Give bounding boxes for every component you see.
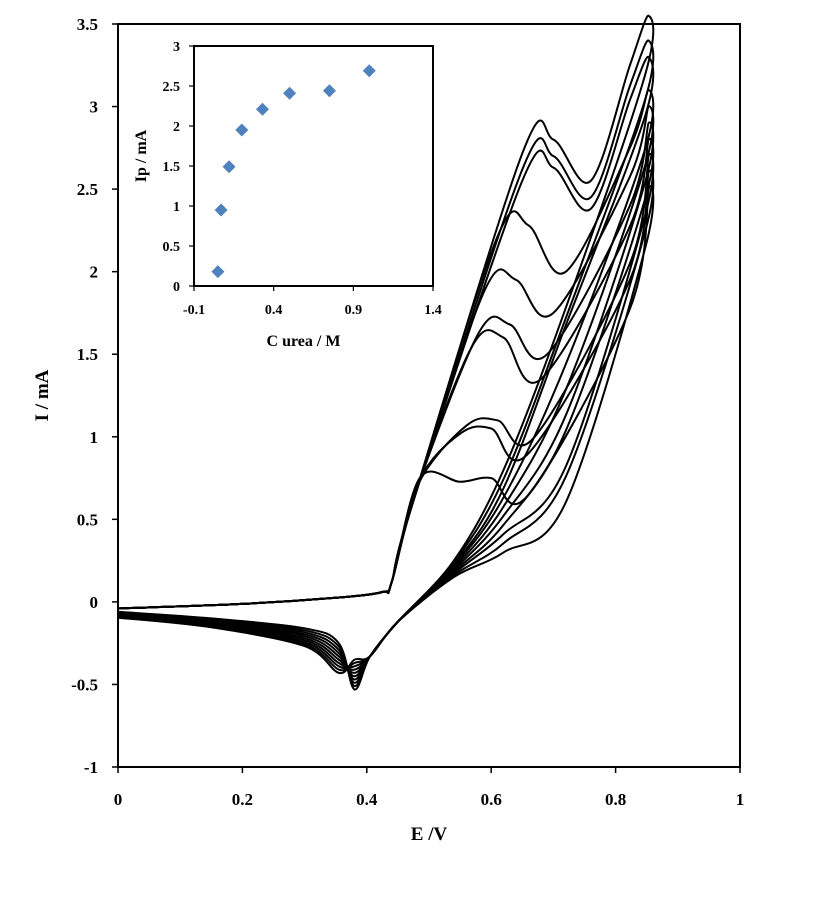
- inset-x-axis-label: C urea / M: [267, 333, 341, 350]
- inset-chart: -0.1 0.4 0.9 1.4 0 0.5 1 1.5 2 2.5 3 C urea / M I…: [133, 40, 442, 350]
- inset-x-tick-label: -0.1: [183, 303, 205, 318]
- inset-y-tick-label: 1.5: [163, 160, 181, 175]
- main-x-tick-label: 1: [736, 790, 745, 809]
- inset-data-point: [235, 123, 249, 137]
- main-x-tick-label: 0.6: [481, 790, 502, 809]
- main-plot-frame: [117, 23, 741, 768]
- main-y-tick-label: 2: [90, 263, 99, 282]
- main-y-tick-label: -1: [84, 758, 98, 777]
- main-chart: 0 0.2 0.4 0.6 0.8 1 -1 -0.5 0 0.5 1 1.5 2 2.5 3 3.5 E …: [32, 14, 745, 845]
- main-y-ticks: -1 -0.5 0 0.5 1 1.5 2 2.5 3 3.5: [71, 15, 118, 777]
- inset-data-point: [256, 102, 270, 116]
- inset-data-point: [322, 84, 336, 98]
- main-x-tick-label: 0.2: [232, 790, 253, 809]
- main-x-ticks: 0 0.2 0.4 0.6 0.8 1: [114, 767, 745, 809]
- main-y-tick-label: 3: [90, 98, 99, 117]
- inset-data-point: [211, 265, 225, 279]
- inset-y-ticks: 0 0.5 1 1.5 2 2.5 3: [163, 40, 194, 295]
- inset-points: [211, 64, 376, 279]
- inset-y-tick-label: 2.5: [163, 80, 181, 95]
- inset-x-tick-label: 0.4: [265, 303, 283, 318]
- main-y-tick-label: 3.5: [77, 15, 98, 34]
- inset-data-point: [214, 203, 228, 217]
- main-y-tick-label: 2.5: [77, 180, 98, 199]
- inset-y-tick-label: 2: [173, 120, 180, 135]
- main-y-axis-label: I / mA: [32, 369, 53, 421]
- main-y-tick-label: 0: [90, 593, 99, 612]
- inset-y-tick-label: 1: [173, 200, 180, 215]
- main-x-axis-label: E /V: [411, 824, 448, 845]
- cv-curve: [117, 185, 655, 675]
- inset-data-point: [222, 160, 236, 174]
- main-curves: [117, 14, 655, 691]
- main-y-tick-label: 1: [90, 428, 99, 447]
- inset-x-tick-label: 0.9: [345, 303, 363, 318]
- main-x-tick-label: 0.4: [356, 790, 378, 809]
- inset-y-axis-label: Ip / mA: [133, 129, 150, 182]
- main-y-tick-label: 0.5: [77, 510, 98, 529]
- inset-y-tick-label: 0: [173, 280, 180, 295]
- inset-y-tick-label: 0.5: [163, 240, 181, 255]
- main-x-tick-label: 0.8: [605, 790, 626, 809]
- main-y-tick-label: -0.5: [71, 675, 98, 694]
- inset-y-tick-label: 3: [173, 40, 180, 55]
- inset-x-tick-label: 1.4: [424, 303, 442, 318]
- inset-data-point: [362, 64, 376, 78]
- inset-data-point: [283, 86, 297, 100]
- main-y-tick-label: 1.5: [77, 345, 98, 364]
- main-x-tick-label: 0: [114, 790, 123, 809]
- inset-x-ticks: -0.1 0.4 0.9 1.4: [183, 286, 442, 318]
